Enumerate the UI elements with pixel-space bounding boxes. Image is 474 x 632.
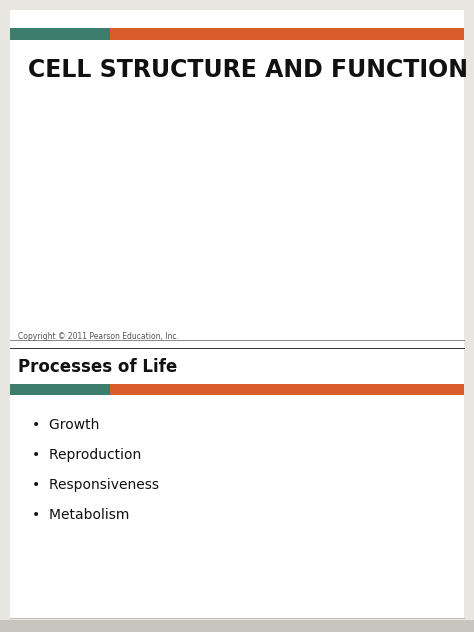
Text: CELL STRUCTURE AND FUNCTION: CELL STRUCTURE AND FUNCTION [28, 58, 468, 82]
Text: •  Metabolism: • Metabolism [32, 508, 129, 522]
Text: •  Reproduction: • Reproduction [32, 448, 141, 462]
Text: •  Responsiveness: • Responsiveness [32, 478, 159, 492]
Bar [10, 384, 110, 395]
Bar [110, 28, 464, 40]
Bar [0, 620, 474, 632]
Text: •  Growth: • Growth [32, 418, 100, 432]
Text: Processes of Life: Processes of Life [18, 358, 177, 376]
Bar [110, 384, 464, 395]
Bar [10, 28, 110, 40]
Text: Copyright © 2011 Pearson Education, Inc.: Copyright © 2011 Pearson Education, Inc. [18, 332, 179, 341]
